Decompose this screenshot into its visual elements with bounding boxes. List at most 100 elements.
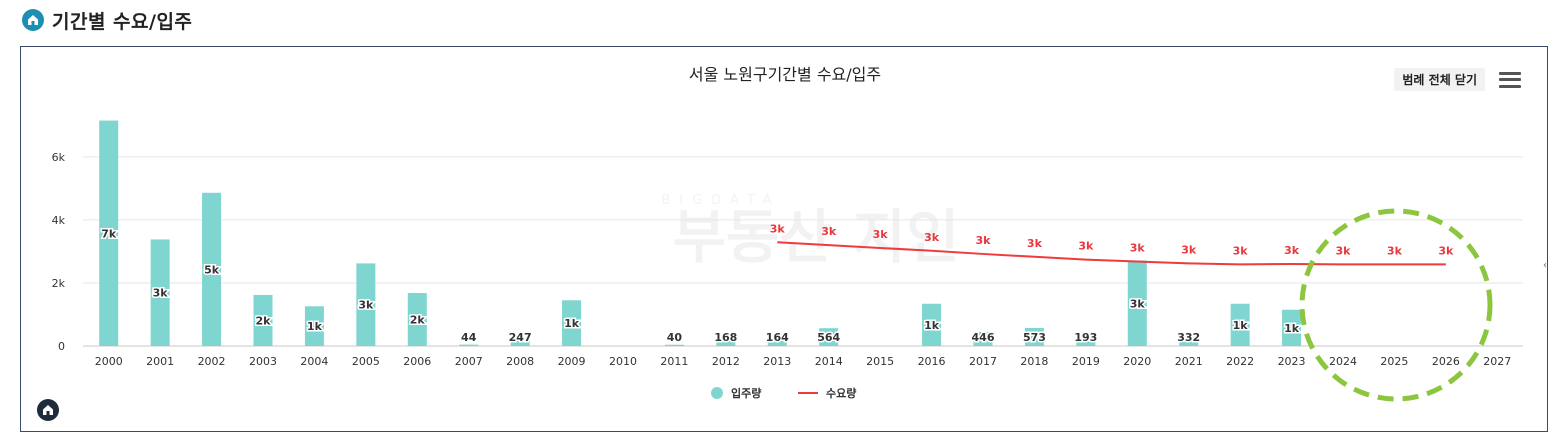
- section-header: 기간별 수요/입주: [22, 6, 192, 34]
- line-data-label: 3k: [1284, 244, 1300, 257]
- watermark-large: 부동산 지인: [673, 203, 960, 271]
- watermark-small: BIGDATA: [661, 193, 780, 208]
- bar-data-label: 40: [667, 331, 683, 344]
- x-tick-label: 2006: [403, 355, 431, 368]
- bar-data-label: 164: [766, 331, 789, 344]
- bar: [304, 306, 324, 346]
- bar-data-label: 2k: [256, 314, 272, 327]
- x-tick-label: 2014: [815, 355, 843, 368]
- bar-data-label: 193: [1074, 331, 1097, 344]
- bar-data-label: 1k: [564, 317, 580, 330]
- x-tick-label: 2011: [660, 355, 688, 368]
- bar: [1282, 309, 1302, 346]
- line-data-label: 3k: [1336, 244, 1352, 257]
- section-title: 기간별 수요/입주: [52, 10, 193, 33]
- bar-data-label: 1k: [1233, 319, 1249, 332]
- bar-data-label: 2k: [410, 314, 426, 327]
- chart-toolbar: 범례 전체 닫기: [1394, 68, 1521, 91]
- bar-data-label: 5k: [204, 263, 220, 276]
- bar: [922, 303, 942, 346]
- bar: [407, 293, 427, 346]
- line-data-label: 3k: [873, 228, 889, 241]
- x-tick-label: 2012: [712, 355, 740, 368]
- bar: [1127, 260, 1147, 346]
- bar-data-label: 564: [817, 331, 840, 344]
- y-tick-label: 2k: [52, 277, 66, 290]
- x-tick-label: 2009: [558, 355, 586, 368]
- home-icon: [22, 9, 44, 31]
- line-data-label: 3k: [1181, 243, 1197, 256]
- bar-data-label: 446: [972, 331, 995, 344]
- legend-marker-supply: [711, 387, 723, 399]
- chart-panel: BIGDATA 부동산 지인 서울 노원구기간별 수요/입주 0 2k 4k 6k 2000 2…: [20, 46, 1548, 432]
- series-line-demand: [777, 241, 1446, 266]
- bar: [253, 294, 273, 346]
- bar: [664, 344, 684, 346]
- bar-data-label: 7k: [101, 227, 117, 240]
- bar-data-label: 3k: [153, 287, 169, 300]
- x-tick-label: 2016: [918, 355, 946, 368]
- x-tick-label: 2021: [1175, 355, 1203, 368]
- x-tick-label: 2008: [506, 355, 534, 368]
- bar-data-label: 1k: [307, 320, 323, 333]
- hamburger-menu-icon[interactable]: [1499, 71, 1521, 88]
- x-tick-label: 2018: [1020, 355, 1048, 368]
- bar: [973, 331, 993, 346]
- x-tick-label: 2025: [1380, 355, 1408, 368]
- line-data-label: 3k: [976, 234, 992, 247]
- bar-data-label: 332: [1177, 331, 1200, 344]
- bar-data-label: 247: [509, 331, 532, 344]
- bar-data-label: 573: [1023, 331, 1046, 344]
- bar: [562, 300, 582, 346]
- x-tick-label: 2024: [1329, 355, 1357, 368]
- bar: [1179, 335, 1199, 346]
- x-tick-label: 2007: [455, 355, 483, 368]
- bar-data-label: 3k: [358, 299, 374, 312]
- x-tick-label: 2005: [352, 355, 380, 368]
- bar: [767, 340, 787, 346]
- x-tick-label: 2022: [1226, 355, 1254, 368]
- legend-label-supply: 입주량: [731, 387, 761, 400]
- bar: [1230, 303, 1250, 346]
- x-tick-label: 2002: [198, 355, 226, 368]
- line-data-label: 3k: [770, 222, 786, 235]
- bar: [356, 263, 376, 346]
- x-tick-label: 2023: [1278, 355, 1306, 368]
- bar-data-label: 1k: [924, 319, 940, 332]
- line-data-label: 3k: [1130, 242, 1146, 255]
- bar: [99, 120, 119, 346]
- bar-data-label: 1k: [1284, 322, 1300, 335]
- line-data-label: 3k: [1233, 244, 1249, 257]
- line-data-label: 3k: [1078, 240, 1094, 253]
- legend-label-demand: 수요량: [826, 387, 856, 400]
- line-data-label: 3k: [1438, 244, 1454, 257]
- bar: [150, 239, 170, 346]
- bar: [510, 338, 530, 346]
- x-tick-label: 2013: [763, 355, 791, 368]
- bar: [1076, 339, 1096, 346]
- chart-title: 서울 노원구기간별 수요/입주: [689, 65, 881, 84]
- y-tick-label: 6k: [52, 151, 66, 164]
- x-tick-label: 2001: [146, 355, 174, 368]
- y-tick-label: 4k: [52, 214, 66, 227]
- x-tick-label: 2010: [609, 355, 637, 368]
- x-tick-label: 2015: [866, 355, 894, 368]
- x-tick-label: 2017: [969, 355, 997, 368]
- bar-data-label: 44: [461, 331, 477, 344]
- bar-data-label: 168: [714, 331, 737, 344]
- x-tick-label: 2020: [1123, 355, 1151, 368]
- y-tick-label: 0: [58, 340, 65, 353]
- bar: [459, 344, 479, 346]
- x-tick-label: 2003: [249, 355, 277, 368]
- x-tick-label: 2026: [1432, 355, 1460, 368]
- x-tick-label: 2019: [1072, 355, 1100, 368]
- legend-toggle-button[interactable]: 범례 전체 닫기: [1394, 68, 1485, 91]
- highlight-circle: [1299, 208, 1493, 402]
- scroll-arrow-icon[interactable]: ‹: [1543, 260, 1547, 271]
- line-data-label: 3k: [821, 225, 837, 238]
- line-data-label: 3k: [1387, 244, 1403, 257]
- x-tick-label: 2027: [1483, 355, 1511, 368]
- bar: [819, 328, 839, 346]
